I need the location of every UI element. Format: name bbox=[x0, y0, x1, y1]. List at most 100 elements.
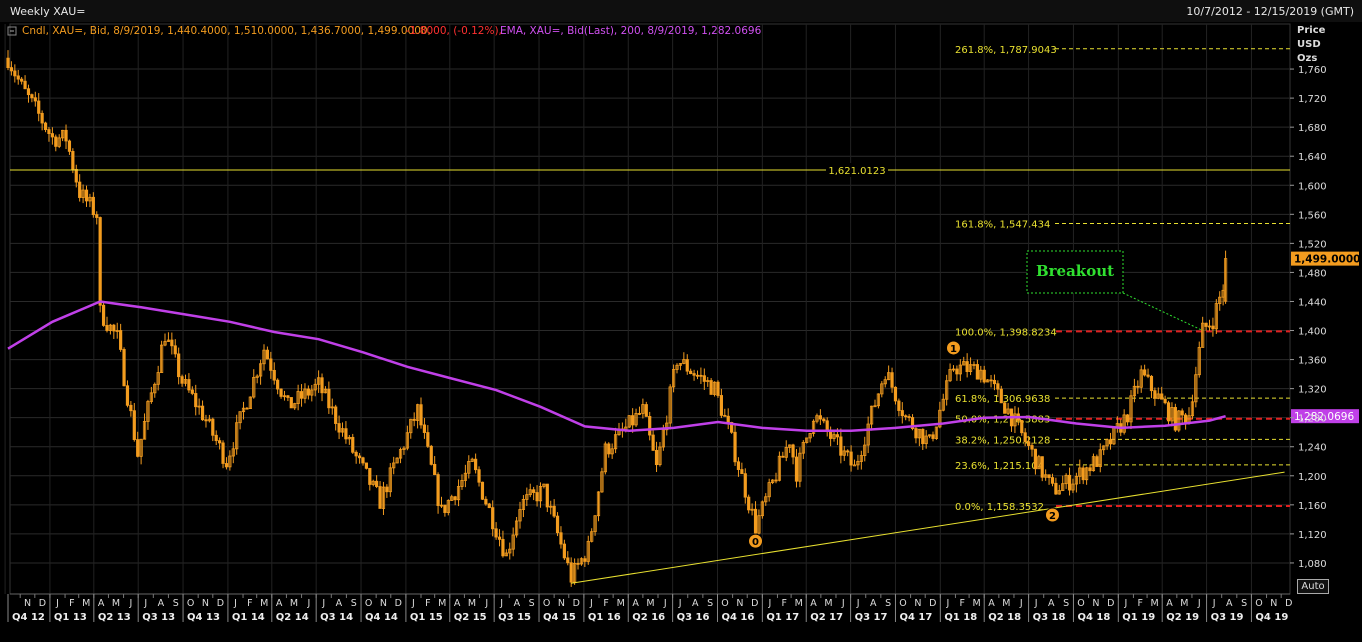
candle-body bbox=[542, 483, 546, 487]
x-tick-label-month: N bbox=[1092, 598, 1099, 609]
candle-body bbox=[146, 401, 150, 422]
resistance-label: 1,621.0123 bbox=[828, 166, 885, 177]
candle-body bbox=[218, 440, 222, 444]
candle bbox=[368, 467, 372, 491]
candle-body bbox=[586, 540, 590, 562]
x-tick-label-month: M bbox=[112, 598, 120, 609]
auto-scale-button[interactable]: Auto bbox=[1297, 579, 1329, 594]
x-tick-label-month: J bbox=[1197, 598, 1201, 609]
x-tick-label-month: D bbox=[395, 598, 402, 609]
candle-body bbox=[835, 434, 840, 438]
candle bbox=[897, 398, 901, 417]
legend-toggle[interactable] bbox=[7, 26, 17, 36]
candle bbox=[30, 93, 34, 103]
candle-body bbox=[764, 496, 768, 503]
candle bbox=[818, 409, 822, 425]
candle-body bbox=[1214, 303, 1218, 330]
legend-candle: Cndl, XAU=, Bid, 8/9/2019, 1,440.4000, 1… bbox=[22, 25, 431, 37]
x-tick-label-quarter: Q1 13 bbox=[54, 612, 87, 623]
candle-body bbox=[409, 418, 413, 434]
x-tick-label-month: S bbox=[529, 598, 535, 609]
x-tick-label-month: M bbox=[1002, 598, 1010, 609]
candle-body bbox=[521, 499, 526, 510]
candle bbox=[1064, 473, 1068, 489]
x-tick-label-month: N bbox=[24, 598, 31, 609]
candle-body bbox=[641, 404, 645, 414]
x-tick-label-month: M bbox=[973, 598, 981, 609]
x-tick-label-month: J bbox=[499, 598, 503, 609]
candle-body bbox=[381, 486, 386, 509]
candle bbox=[347, 435, 351, 445]
candle-body bbox=[938, 409, 942, 428]
candle bbox=[924, 430, 928, 449]
candle bbox=[262, 344, 266, 371]
candle bbox=[177, 347, 181, 385]
candle-body bbox=[1023, 432, 1027, 443]
candle bbox=[207, 414, 211, 423]
candle bbox=[883, 376, 887, 388]
y-tick-label: 1,400 bbox=[1298, 327, 1327, 338]
candle-body bbox=[904, 415, 908, 418]
fib-level-label: 38.2%, 1,250.2128 bbox=[955, 435, 1050, 446]
candle-body bbox=[405, 432, 409, 449]
candle bbox=[757, 509, 761, 535]
candle-body bbox=[136, 439, 140, 457]
candle bbox=[1037, 454, 1041, 470]
candle bbox=[648, 411, 652, 441]
candle-body bbox=[658, 446, 662, 466]
x-tick-label-month: J bbox=[1123, 598, 1127, 609]
candle bbox=[13, 64, 17, 83]
candle bbox=[1146, 368, 1150, 379]
candle-body bbox=[296, 391, 300, 404]
candle bbox=[1166, 400, 1171, 425]
candle bbox=[43, 121, 48, 133]
y-axis-title-word: Ozs bbox=[1297, 53, 1317, 64]
candle-body bbox=[1102, 445, 1106, 451]
candle bbox=[101, 301, 106, 327]
candle-body bbox=[173, 345, 177, 355]
x-tick-label-month: A bbox=[336, 598, 343, 609]
wave-marker-1[interactable]: 1 bbox=[945, 340, 961, 356]
candle-body bbox=[371, 480, 375, 485]
candle-body bbox=[1030, 445, 1034, 450]
candle bbox=[1136, 380, 1140, 394]
candle-body bbox=[1194, 374, 1198, 403]
x-tick-label-month: M bbox=[290, 598, 298, 609]
candle bbox=[214, 430, 218, 446]
candle bbox=[474, 453, 478, 474]
candle-body bbox=[456, 486, 461, 501]
x-tick-label-quarter: Q3 14 bbox=[320, 612, 353, 623]
candle bbox=[538, 482, 543, 508]
candle-body bbox=[1170, 407, 1174, 422]
candle bbox=[590, 528, 594, 543]
candle bbox=[573, 558, 577, 585]
candle bbox=[576, 558, 580, 570]
candle-body bbox=[982, 369, 986, 383]
candle-body bbox=[603, 443, 607, 473]
candle bbox=[470, 457, 474, 462]
candle-body bbox=[863, 444, 867, 456]
x-tick-label-month: M bbox=[795, 598, 803, 609]
candle-body bbox=[579, 558, 584, 565]
x-tick-label-month: D bbox=[573, 598, 580, 609]
wave-marker-0[interactable]: 0 bbox=[748, 533, 764, 549]
candle bbox=[672, 364, 676, 393]
candle-body bbox=[1064, 474, 1068, 485]
candle-body bbox=[84, 189, 89, 202]
candle-body bbox=[760, 501, 764, 517]
candle bbox=[965, 353, 969, 378]
candle bbox=[74, 164, 78, 188]
breakout-box[interactable] bbox=[1026, 250, 1124, 294]
title-bar: Weekly XAU= 10/7/2012 - 12/15/2019 (GMT) bbox=[0, 0, 1362, 22]
candle bbox=[1105, 438, 1109, 450]
candle-body bbox=[37, 100, 41, 114]
x-tick-label-month: J bbox=[945, 598, 949, 609]
candle bbox=[521, 495, 526, 518]
candle bbox=[344, 421, 348, 444]
candle bbox=[20, 77, 24, 85]
ema-line bbox=[7, 300, 1226, 433]
candle bbox=[1054, 477, 1058, 495]
wave-marker-2[interactable]: 2 bbox=[1044, 507, 1060, 523]
candle-body bbox=[1223, 258, 1228, 302]
